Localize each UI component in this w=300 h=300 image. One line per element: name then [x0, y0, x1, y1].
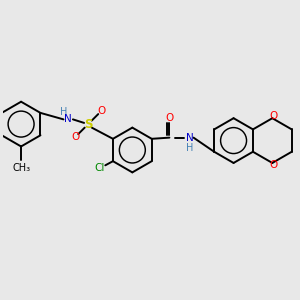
Text: H: H	[186, 142, 194, 153]
Text: O: O	[269, 160, 278, 170]
Text: CH₃: CH₃	[12, 163, 30, 173]
Text: N: N	[186, 133, 194, 142]
Text: S: S	[84, 118, 92, 130]
Text: N: N	[64, 114, 72, 124]
Text: O: O	[71, 132, 80, 142]
Text: O: O	[97, 106, 105, 116]
Text: O: O	[269, 111, 278, 122]
Text: O: O	[165, 113, 173, 123]
Text: H: H	[60, 107, 67, 117]
Text: Cl: Cl	[95, 163, 105, 173]
